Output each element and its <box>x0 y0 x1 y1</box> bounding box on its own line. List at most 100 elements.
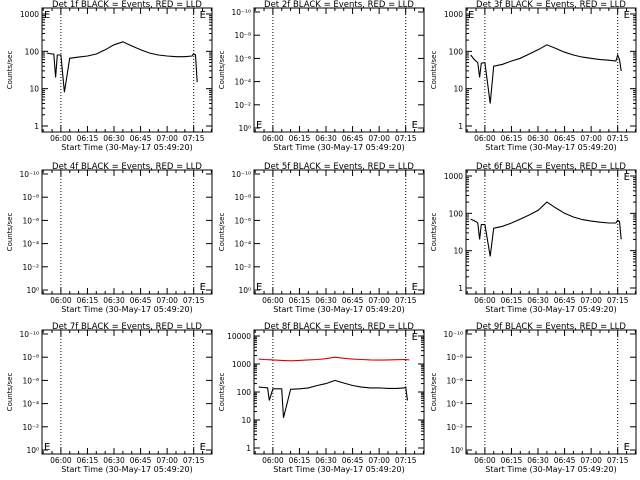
panel-title: Det 3f BLACK = Events, RED = LLD <box>476 0 626 10</box>
x-tick-label: 07:00 <box>156 134 178 143</box>
series-events-line <box>470 44 622 104</box>
y-tick-label: 10000 <box>227 332 251 341</box>
x-tick-label: 06:15 <box>77 296 99 305</box>
panel-title: Det 1f BLACK = Events, RED = LLD <box>52 0 202 10</box>
panel-det3: Det 3f BLACK = Events, RED = LLD 1 10 100 10… <box>430 0 637 152</box>
x-tick-label: 06:00 <box>262 134 284 143</box>
x-tick-label: 06:15 <box>77 134 99 143</box>
x-tick-label: 06:30 <box>315 134 337 143</box>
y-tick-label: 1 <box>246 444 251 453</box>
corner-mark: E <box>44 442 50 453</box>
x-tick-label: 06:45 <box>342 456 364 465</box>
plot-frame <box>465 7 637 133</box>
y-tick-label: 10⁻⁸ <box>22 353 39 362</box>
x-tick-label: 06:00 <box>474 296 496 305</box>
y-tick-label: 100 <box>237 388 252 397</box>
x-tick-label: 06:15 <box>289 134 311 143</box>
y-tick-label: 10 <box>29 85 39 94</box>
y-tick-label: 10⁻¹⁰ <box>231 170 251 179</box>
corner-mark: E <box>200 10 206 21</box>
y-tick-label: 1 <box>458 122 463 131</box>
x-tick-label: 07:00 <box>368 134 390 143</box>
x-tick-label: 06:30 <box>527 296 549 305</box>
y-tick-label: 10⁰ <box>238 124 251 133</box>
y-tick-label: 10⁻² <box>234 263 251 272</box>
x-tick-label: 06:15 <box>289 296 311 305</box>
x-tick-label: 06:15 <box>501 134 523 143</box>
y-axis-label: Counts/sec <box>218 373 226 412</box>
plot-frame <box>253 7 425 133</box>
x-tick-label: 07:00 <box>156 296 178 305</box>
corner-mark: E <box>44 10 50 21</box>
x-tick-label: 07:15 <box>607 456 629 465</box>
panel-title: Det 5f BLACK = Events, RED = LLD <box>264 162 414 172</box>
x-tick-label: 06:00 <box>474 456 496 465</box>
plot-frame <box>41 329 213 455</box>
y-tick-label: 10⁻⁴ <box>446 400 463 409</box>
y-tick-label: 10⁰ <box>26 446 39 455</box>
x-tick-label: 06:45 <box>342 134 364 143</box>
panel-det5: Det 5f BLACK = Events, RED = LLD 10⁰ 10⁻² 1… <box>218 162 425 314</box>
x-tick-label: 06:30 <box>103 134 125 143</box>
x-tick-label: 06:00 <box>262 456 284 465</box>
x-tick-label: 06:45 <box>554 296 576 305</box>
plot-frame <box>253 329 425 455</box>
panel-det9: Det 9f BLACK = Events, RED = LLD 10⁰ 10⁻² 1… <box>430 322 637 474</box>
y-tick-label: 100 <box>25 47 40 56</box>
y-axis-label: Counts/sec <box>6 51 14 90</box>
y-tick-label: 1000 <box>232 360 251 369</box>
corner-mark: E <box>624 442 630 453</box>
corner-mark: E <box>624 172 630 183</box>
x-tick-label: 06:15 <box>501 296 523 305</box>
x-tick-label: 07:15 <box>395 134 417 143</box>
x-tick-label: 06:30 <box>315 456 337 465</box>
y-tick-label: 1000 <box>444 10 463 19</box>
panel-title: Det 8f BLACK = Events, RED = LLD <box>264 322 414 332</box>
panel-title: Det 2f BLACK = Events, RED = LLD <box>264 0 414 10</box>
plot-frame <box>465 169 637 295</box>
x-tick-label: 07:00 <box>368 456 390 465</box>
x-tick-label: 07:15 <box>183 134 205 143</box>
y-tick-label: 10⁰ <box>450 446 463 455</box>
y-tick-label: 10⁻¹⁰ <box>443 330 463 339</box>
series-events-line <box>46 41 198 93</box>
corner-mark: E <box>412 332 418 343</box>
x-tick-label: 06:15 <box>77 456 99 465</box>
corner-mark: E <box>624 10 630 21</box>
y-tick-label: 1000 <box>444 172 463 181</box>
x-axis-label: Start Time (30-May-17 05:49:20) <box>273 143 404 152</box>
x-tick-label: 06:45 <box>554 134 576 143</box>
y-tick-label: 1 <box>458 284 463 293</box>
y-tick-label: 10 <box>241 416 251 425</box>
x-tick-label: 07:00 <box>580 134 602 143</box>
x-tick-label: 06:15 <box>501 456 523 465</box>
y-tick-label: 10⁻⁴ <box>22 240 39 249</box>
panel-det7: Det 7f BLACK = Events, RED = LLD 10⁰ 10⁻² 1… <box>6 322 213 474</box>
x-tick-label: 06:45 <box>130 134 152 143</box>
x-tick-label: 07:00 <box>580 296 602 305</box>
x-tick-label: 07:00 <box>156 456 178 465</box>
corner-mark: E <box>468 10 474 21</box>
corner-mark: E <box>256 120 262 131</box>
y-tick-label: 10⁻² <box>22 263 39 272</box>
x-tick-label: 07:15 <box>395 296 417 305</box>
y-tick-label: 10⁻² <box>446 423 463 432</box>
x-axis-label: Start Time (30-May-17 05:49:20) <box>485 143 616 152</box>
plot-frame <box>41 7 213 133</box>
y-axis-label: Counts/sec <box>6 213 14 252</box>
x-axis-label: Start Time (30-May-17 05:49:20) <box>485 465 616 474</box>
y-tick-label: 10⁻⁶ <box>22 216 39 225</box>
corner-mark: E <box>200 442 206 453</box>
x-tick-label: 06:45 <box>130 296 152 305</box>
x-tick-label: 06:45 <box>554 456 576 465</box>
corner-mark: E <box>412 120 418 131</box>
panel-title: Det 6f BLACK = Events, RED = LLD <box>476 162 626 172</box>
x-axis-label: Start Time (30-May-17 05:49:20) <box>273 305 404 314</box>
y-tick-label: 10⁻¹⁰ <box>231 8 251 17</box>
y-tick-label: 10⁻¹⁰ <box>19 170 39 179</box>
y-tick-label: 10⁻⁴ <box>234 78 251 87</box>
x-axis-label: Start Time (30-May-17 05:49:20) <box>61 143 192 152</box>
plot-frame <box>253 169 425 295</box>
x-tick-label: 06:30 <box>527 134 549 143</box>
x-tick-label: 07:15 <box>607 296 629 305</box>
